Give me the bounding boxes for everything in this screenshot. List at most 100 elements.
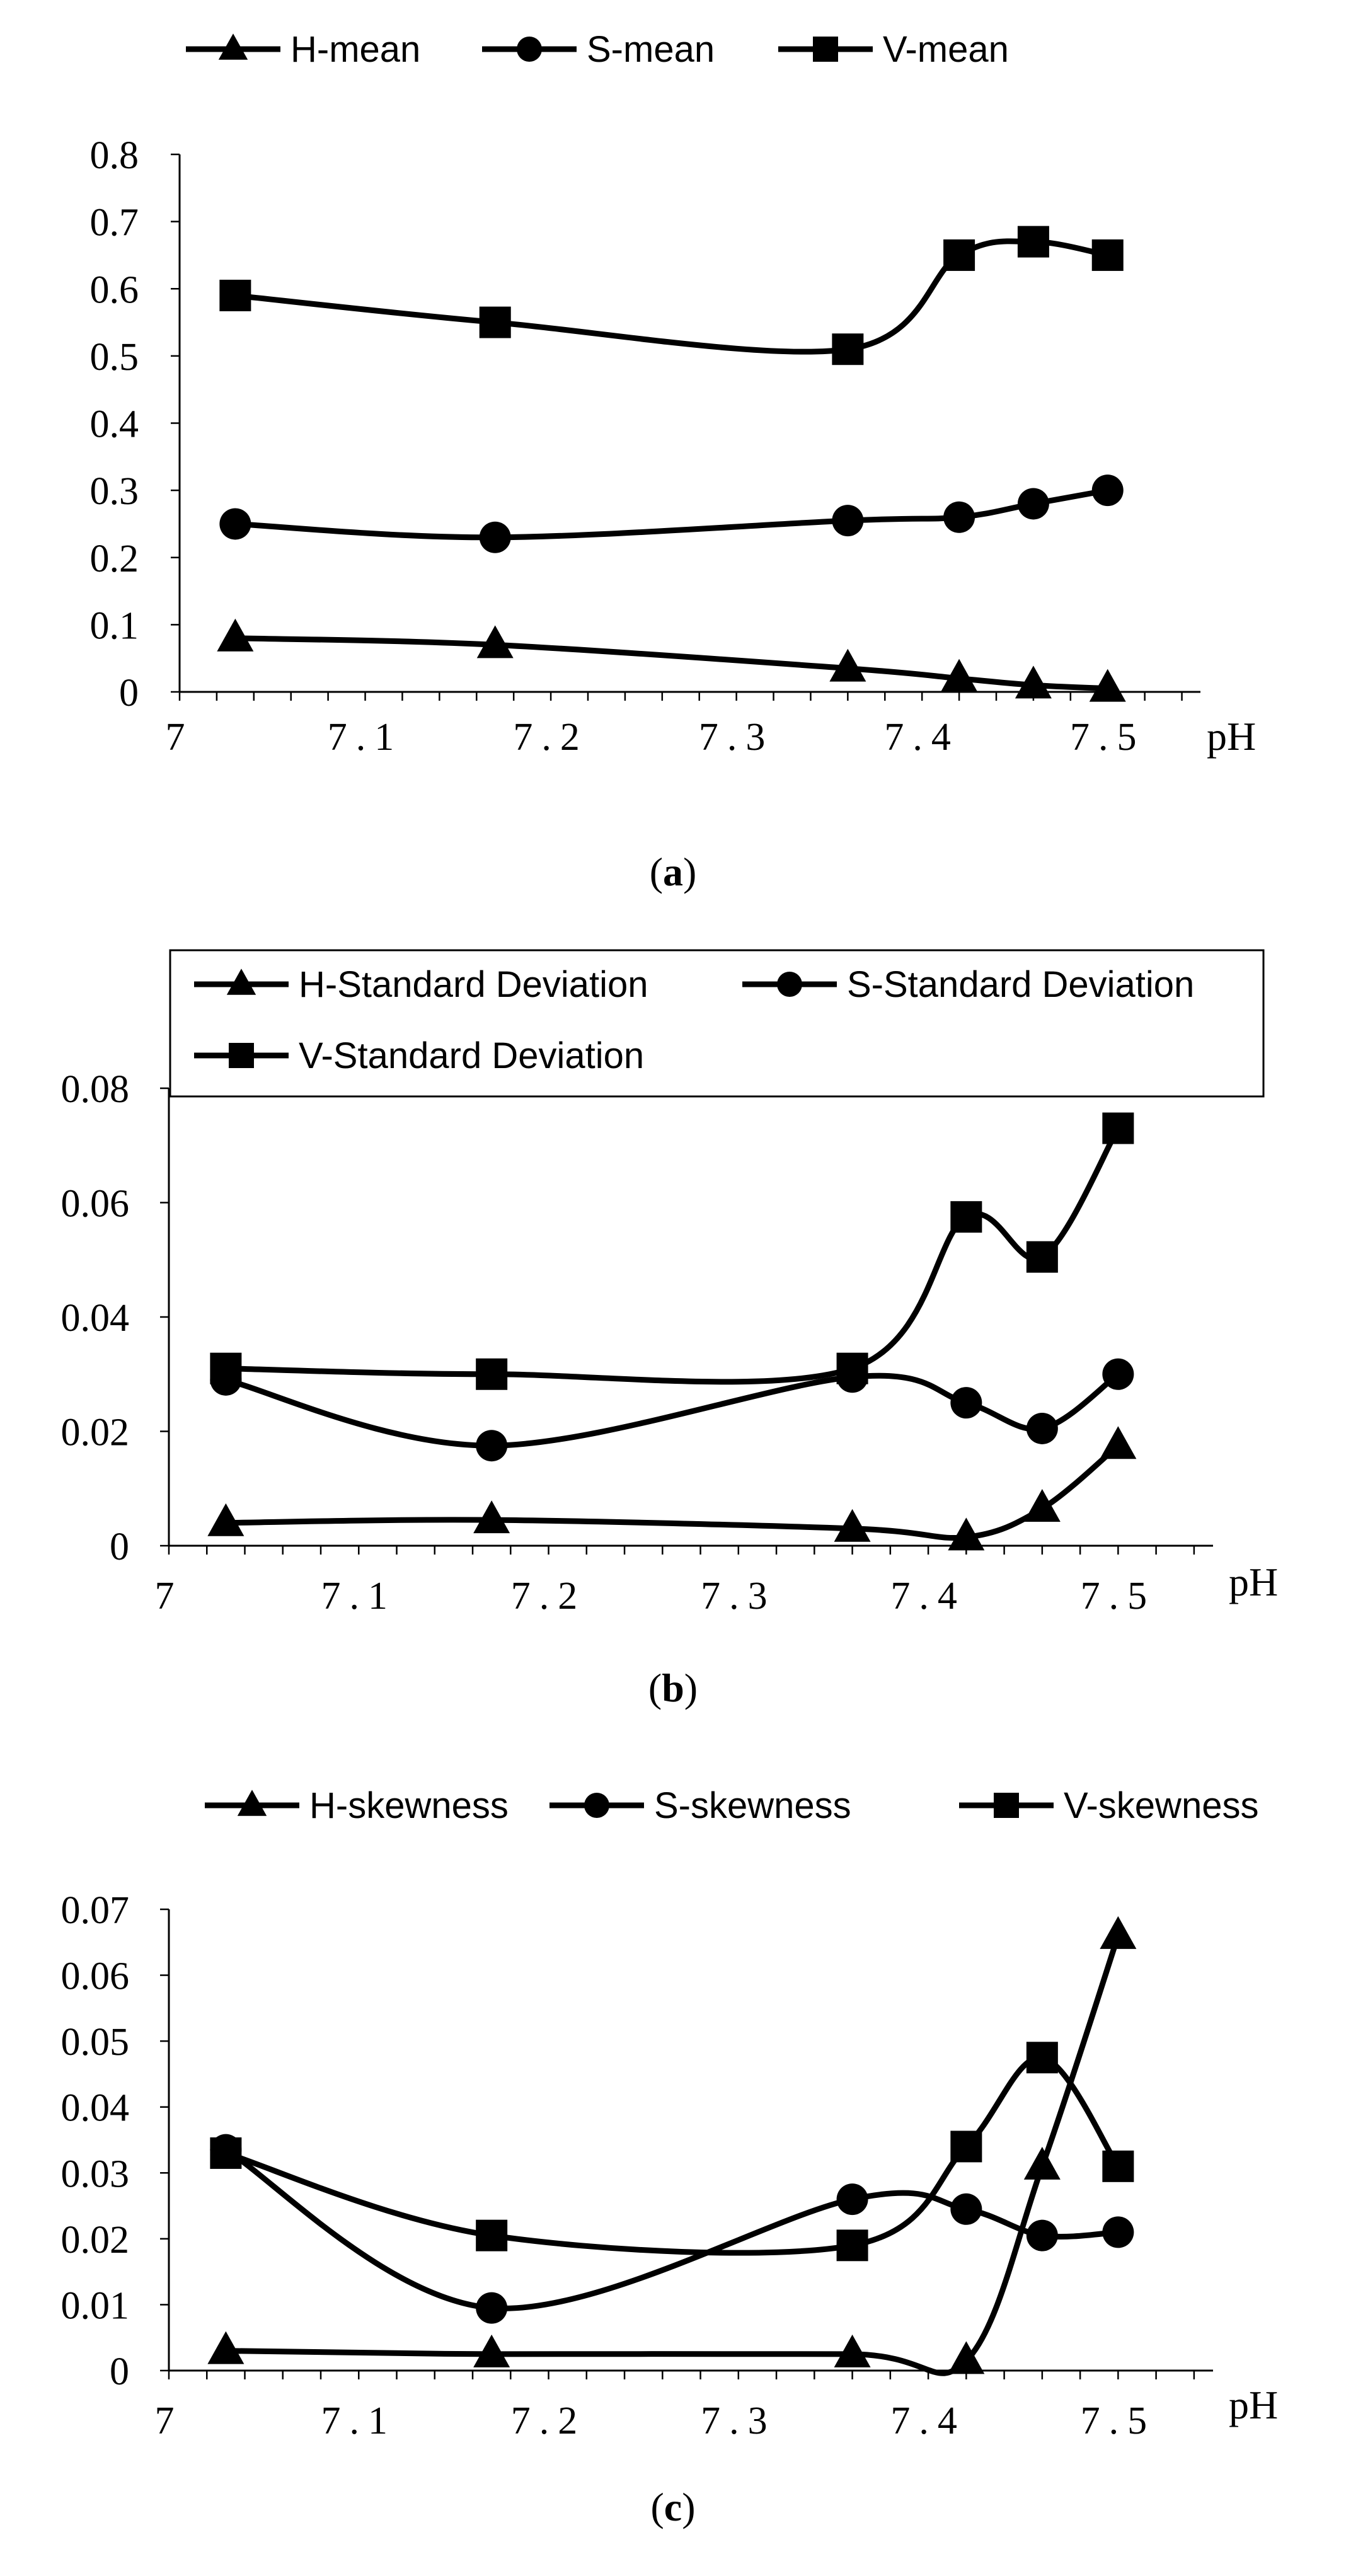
y-tick-label: 0.01 xyxy=(61,2284,130,2327)
data-point-square xyxy=(1026,1241,1058,1273)
x-tick-label: 7.2 xyxy=(511,1575,587,1618)
data-point-triangle xyxy=(834,2334,871,2367)
y-tick-label: 0 xyxy=(119,672,139,715)
y-tick-label: 0.3 xyxy=(90,470,139,513)
series-line-s-standard-deviation xyxy=(222,1371,1121,1449)
data-point-triangle xyxy=(217,618,254,652)
data-point-circle xyxy=(219,508,251,540)
legend-label: S-skewness xyxy=(654,1785,851,1826)
data-point-square xyxy=(836,1352,868,1384)
y-tick-label: 0.02 xyxy=(61,1412,130,1454)
data-point-square xyxy=(476,1358,508,1390)
data-point-circle xyxy=(476,2292,508,2324)
data-point-triangle xyxy=(948,1517,985,1551)
x-tick-label: 7.1 xyxy=(321,2400,397,2442)
y-tick-label: 0.08 xyxy=(61,1068,130,1111)
data-point-circle xyxy=(836,2183,868,2216)
legend-label: V-Standard Deviation xyxy=(299,1035,644,1076)
y-tick-label: 0.02 xyxy=(61,2219,130,2262)
data-point-square xyxy=(943,239,975,271)
x-tick-label: 7.4 xyxy=(890,1575,966,1618)
legend-marker-square xyxy=(813,37,838,62)
data-point-square xyxy=(479,306,511,338)
data-point-triangle xyxy=(473,1500,510,1534)
data-point-square xyxy=(836,2229,868,2262)
y-tick-label: 0.03 xyxy=(61,2153,130,2195)
data-point-square xyxy=(476,2219,508,2251)
legend-marker-circle xyxy=(584,1793,609,1818)
y-tick-label: 0.06 xyxy=(61,1183,130,1226)
data-point-square xyxy=(1026,2042,1058,2074)
legend-box xyxy=(169,949,1265,1098)
y-tick-label: 0.04 xyxy=(61,1297,130,1340)
x-axis-label: pH xyxy=(1229,2383,1278,2427)
data-point-square xyxy=(1102,2150,1134,2182)
data-point-circle xyxy=(1091,474,1124,507)
x-tick-label: 7.3 xyxy=(701,1575,776,1618)
legend-label: H-mean xyxy=(290,29,420,70)
x-tick-label: 7.1 xyxy=(321,1575,397,1618)
legend-label: S-mean xyxy=(587,29,715,70)
data-point-triangle xyxy=(473,2334,510,2367)
y-tick-label: 0.1 xyxy=(90,604,139,647)
data-point-circle xyxy=(943,501,975,533)
data-point-triangle xyxy=(207,2331,244,2364)
legend-marker-square xyxy=(994,1793,1019,1818)
data-point-triangle xyxy=(1100,1916,1137,1949)
x-tick-label: 7.2 xyxy=(511,2400,587,2442)
data-point-circle xyxy=(1026,2219,1058,2251)
legend-label: H-Standard Deviation xyxy=(299,964,648,1005)
y-tick-label: 0.6 xyxy=(90,268,139,311)
data-point-triangle xyxy=(1089,669,1126,702)
data-point-circle xyxy=(950,1387,982,1419)
y-tick-label: 0.04 xyxy=(61,2087,130,2130)
legend: H-Standard Deviation S-Standard Deviation… xyxy=(169,949,1265,1098)
data-point-square xyxy=(1102,1112,1134,1144)
series-line-h-mean xyxy=(232,635,1111,692)
legend-marker-triangle xyxy=(237,1790,267,1816)
data-point-triangle xyxy=(1100,1426,1137,1459)
legend-marker-triangle xyxy=(218,33,248,60)
panel-caption: (b) xyxy=(648,1665,698,1710)
data-point-triangle xyxy=(207,1503,244,1536)
legend-marker-square xyxy=(229,1043,254,1068)
data-point-circle xyxy=(1017,488,1049,520)
y-tick-label: 0.2 xyxy=(90,538,139,580)
x-tick-label: 7 xyxy=(166,716,194,759)
data-point-square xyxy=(1017,226,1049,258)
data-point-square xyxy=(219,279,251,311)
legend-label: S-Standard Deviation xyxy=(847,964,1194,1005)
data-point-circle xyxy=(950,2193,982,2225)
chart-panel-b: 0 0.02 0.04 0.06 0.08 7 7.1 7.2 7.3 7.4 7.5 pH H-Sta… xyxy=(61,949,1278,1710)
data-point-circle xyxy=(476,1430,508,1462)
y-tick-label: 0.06 xyxy=(61,1955,130,1998)
data-point-square xyxy=(950,1201,982,1233)
y-tick-label: 0.4 xyxy=(90,403,139,446)
data-point-circle xyxy=(479,521,511,553)
data-point-triangle xyxy=(941,658,978,692)
y-tick-label: 0.5 xyxy=(90,336,139,379)
data-point-triangle xyxy=(1015,665,1052,699)
x-tick-label: 7.5 xyxy=(1081,1575,1156,1618)
data-point-circle xyxy=(1102,1358,1134,1390)
legend: H-mean S-mean V-mean xyxy=(186,29,1009,70)
x-axis-label: pH xyxy=(1207,714,1256,759)
data-point-circle xyxy=(1026,1412,1058,1444)
y-tick-label: 0.07 xyxy=(61,1889,130,1932)
panel-caption: (c) xyxy=(650,2485,695,2529)
data-point-triangle xyxy=(476,625,514,658)
chart-panel-a: 0 0.1 0.2 0.3 0.4 0.5 0.6 0.7 0.8 7 7.1 7.2 7.3 7.4 7.… xyxy=(90,29,1257,894)
series-line-s-mean xyxy=(232,487,1111,541)
legend-label: V-mean xyxy=(883,29,1009,70)
x-tick-label: 7.4 xyxy=(890,2400,966,2442)
legend-label: V-skewness xyxy=(1064,1785,1258,1826)
x-tick-label: 7.2 xyxy=(513,716,589,759)
series-line-h-skewness xyxy=(222,1933,1121,2376)
legend-marker-circle xyxy=(777,972,802,997)
x-tick-label: 7.3 xyxy=(699,716,774,759)
x-tick-label: 7.5 xyxy=(1070,716,1146,759)
y-tick-label: 0 xyxy=(110,2350,129,2393)
data-point-square xyxy=(210,1352,242,1384)
series-line-v-mean xyxy=(232,238,1111,355)
